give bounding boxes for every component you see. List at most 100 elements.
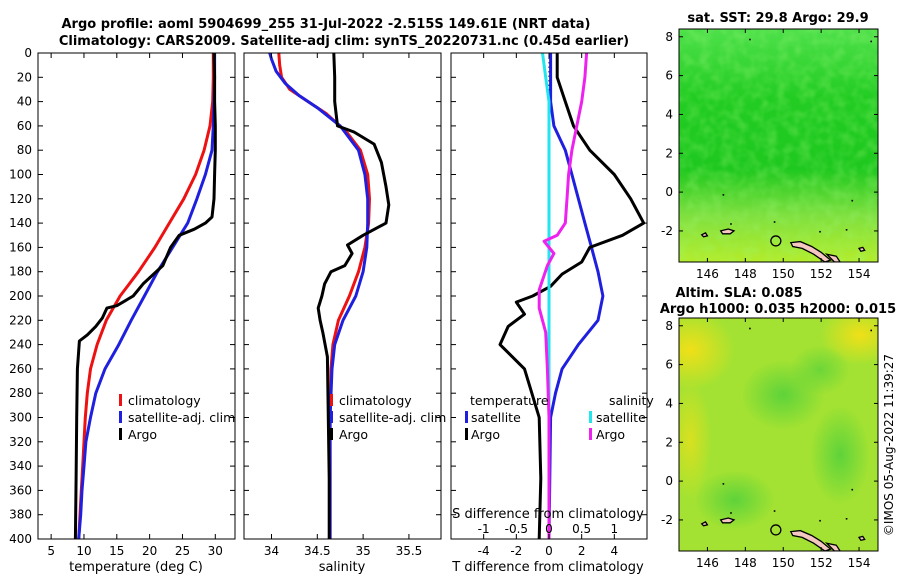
legend-swatch-argo (119, 428, 122, 440)
small-island (845, 517, 848, 520)
series-line-temperature-argo (498, 53, 646, 539)
x-tick-label: 15 (109, 544, 124, 558)
coastline-sla (700, 327, 873, 551)
top-tick-label: 0.5 (572, 522, 591, 536)
top-tick-label: 1 (611, 522, 619, 536)
legend-label-sal-satellite: satellite (596, 410, 646, 425)
y-tick-label: 200 (9, 289, 32, 303)
x-tick-label: 2 (578, 544, 586, 558)
small-island (870, 40, 873, 43)
legend-swatch-argo (330, 428, 333, 440)
island-outline (719, 228, 736, 235)
y-tick-label: 80 (17, 143, 32, 157)
sst-texture (679, 29, 878, 262)
sla-low-patch (790, 345, 850, 395)
island-outline (789, 240, 832, 262)
x-tick-label: 0 (545, 544, 553, 558)
figure-title-line2: Climatology: CARS2009. Satellite-adj cli… (59, 34, 629, 49)
small-island (730, 223, 732, 225)
sla-low-patch (695, 470, 775, 530)
map-x-tick-label: 150 (772, 267, 795, 281)
legend-label-argo: Argo (128, 427, 157, 442)
x-tick-label: 30 (208, 544, 223, 558)
map-y-tick-label: 6 (665, 69, 673, 83)
map-y-tick-label: 8 (665, 319, 673, 333)
island-outline (789, 529, 832, 551)
legend-swatch-sal-argo (589, 428, 592, 440)
y-tick-label: 380 (9, 508, 32, 522)
series-line-satellite-adj-clim (77, 53, 217, 539)
island-outline (857, 246, 866, 253)
map-x-tick-label: 154 (848, 267, 871, 281)
sla-low-patch (810, 405, 870, 505)
small-island (845, 228, 848, 231)
temperature-panel: 5 10 15 20 25 3002040608010012014016018020022… (9, 46, 236, 575)
coastline-sst (700, 38, 873, 262)
temperature-axes-frame (37, 52, 236, 540)
x-tick-label: 20 (142, 544, 157, 558)
salinity-panel: 34 34.5 35 35.5 salinity climatology satell… (243, 52, 446, 575)
legend-swatch-temp-argo (465, 428, 468, 440)
legend-title-salinity: salinity (609, 393, 654, 408)
legend-title-temperature: temperature (470, 393, 549, 408)
sla-high-patch (679, 318, 735, 390)
map-y-tick-label: 0 (665, 185, 673, 199)
x-tick-label: 5 (47, 544, 55, 558)
series-line-temperature-satellite (547, 53, 605, 539)
legend-label-satellite-adj: satellite-adj. clim (339, 410, 446, 425)
legend-label-temp-argo: Argo (471, 427, 500, 442)
salinity-xlabel: salinity (319, 560, 366, 575)
map-y-tick-label: 6 (665, 358, 673, 372)
y-tick-label: 180 (9, 265, 32, 279)
y-tick-label: 220 (9, 313, 32, 327)
imos-credit: ©IMOS 05-Aug-2022 11:39:27 (882, 354, 896, 536)
island-outline (700, 232, 709, 238)
y-tick-label: 160 (9, 240, 32, 254)
x-tick-label: -4 (478, 544, 490, 558)
map-y-tick-label: 2 (665, 146, 673, 160)
small-island (819, 230, 821, 233)
small-island (730, 512, 732, 514)
map-x-tick-label: 146 (696, 267, 719, 281)
small-island (722, 194, 725, 196)
temperature-xlabel: temperature (deg C) (69, 560, 203, 575)
top-tick-label: -1 (478, 522, 490, 536)
sla-map-title: Altim. SLA: 0.085 (676, 286, 803, 301)
difference-legend: temperature salinity satellite Argo sate… (465, 393, 654, 442)
x-tick-label: 4 (611, 544, 619, 558)
sla-anomaly-patches (679, 318, 878, 530)
legend-label-climatology: climatology (339, 393, 412, 408)
series-line-argo (73, 53, 217, 539)
series-line-salinity-argo (537, 53, 589, 539)
small-island (851, 488, 854, 491)
y-tick-label: 240 (9, 338, 32, 352)
difference-xlabel: T difference from climatology (451, 560, 644, 575)
map-y-tick-label: -2 (661, 224, 673, 238)
map-x-tick-label: 148 (734, 267, 757, 281)
legend-swatch-sal-satellite (589, 411, 592, 423)
legend-label-satellite-adj: satellite-adj. clim (128, 410, 235, 425)
map-y-tick-label: 4 (665, 396, 673, 410)
sst-map-title: sat. SST: 29.8 Argo: 29.9 (687, 11, 868, 26)
legend-swatch-satellite-adj (119, 411, 122, 423)
map-y-tick-label: 2 (665, 435, 673, 449)
y-tick-label: 320 (9, 435, 32, 449)
map-x-tick-label: 146 (696, 556, 719, 570)
small-island (773, 510, 776, 512)
salinity-legend: climatology satellite-adj. clim Argo (330, 393, 446, 442)
map-y-tick-label: 0 (665, 474, 673, 488)
legend-swatch-temp-satellite (465, 411, 468, 423)
map-y-tick-label: 8 (665, 30, 673, 44)
island-outline (719, 517, 736, 524)
y-tick-label: 100 (9, 168, 32, 182)
x-tick-label: 10 (76, 544, 91, 558)
top-tick-label: 0 (545, 522, 553, 536)
map-x-tick-label: 154 (848, 556, 871, 570)
sla-high-patch (679, 380, 712, 500)
island-outline (824, 253, 841, 262)
legend-swatch-climatology (119, 394, 122, 406)
map-y-tick-label: 4 (665, 107, 673, 121)
small-island (851, 199, 854, 202)
small-island (773, 221, 776, 223)
